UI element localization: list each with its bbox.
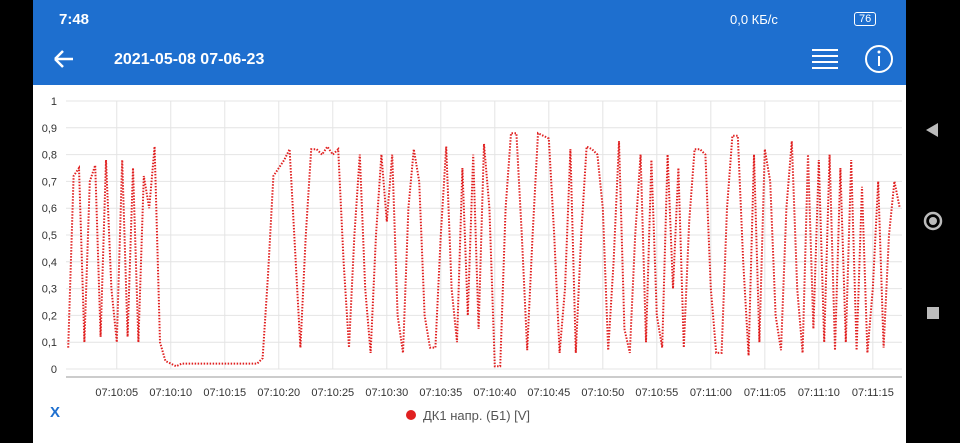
list-button[interactable] (810, 46, 840, 72)
clock: 7:48 (59, 11, 90, 28)
x-tick-label: 07:10:45 (527, 387, 570, 399)
back-button[interactable] (49, 44, 79, 74)
y-tick-label: 0,9 (42, 123, 57, 135)
x-tick-label: 07:10:35 (419, 387, 462, 399)
y-tick-label: 0,2 (42, 310, 57, 322)
x-tick-label: 07:10:55 (635, 387, 678, 399)
y-tick-label: 0,8 (42, 150, 57, 162)
nav-back[interactable] (926, 123, 938, 137)
app-bar: 2021-05-08 07-06-23 (33, 38, 906, 85)
nav-bar (923, 123, 943, 319)
x-axis-label: X (50, 404, 60, 421)
nav-home[interactable] (923, 211, 943, 231)
x-tick-label: 07:11:00 (690, 387, 732, 399)
y-tick-label: 0,7 (42, 176, 57, 188)
y-tick-label: 0,6 (42, 203, 57, 215)
y-tick-label: 1 (51, 96, 57, 108)
chart: X 0 0,1 0,2 0,3 0,4 0,5 0,6 0,7 0,8 0,9 1 07:10:05 0… (42, 96, 902, 423)
data-line (67, 131, 901, 368)
x-tick-label: 07:11:05 (744, 387, 786, 399)
nav-recent[interactable] (927, 307, 939, 319)
x-tick-label: 07:11:10 (798, 387, 840, 399)
legend-label: ДК1 напр. (Б1) [V] (423, 408, 530, 423)
x-tick-label: 07:10:05 (95, 387, 138, 399)
x-tick-label: 07:10:50 (581, 387, 624, 399)
info-button[interactable] (863, 43, 895, 75)
legend-marker (406, 410, 416, 420)
x-tick-label: 07:11:15 (852, 387, 894, 399)
app-screen: 7:48 0,0 КБ/с 76 2021-05-08 07-06-23 X 0… (33, 0, 906, 443)
y-tick-label: 0 (51, 364, 57, 376)
app-title: 2021-05-08 07-06-23 (114, 51, 265, 68)
status-bar: 7:48 0,0 КБ/с 76 (33, 0, 906, 38)
y-tick-label: 0,1 (42, 337, 57, 349)
x-tick-label: 07:10:30 (365, 387, 408, 399)
y-tick-label: 0,5 (42, 230, 57, 242)
x-tick-label: 07:10:15 (203, 387, 246, 399)
y-tick-label: 0,4 (42, 257, 57, 269)
x-tick-label: 07:10:10 (149, 387, 192, 399)
x-tick-label: 07:10:20 (257, 387, 300, 399)
x-tick-label: 07:10:25 (311, 387, 354, 399)
y-tick-label: 0,3 (42, 284, 57, 296)
net-speed: 0,0 КБ/с (730, 12, 778, 27)
x-tick-label: 07:10:40 (473, 387, 516, 399)
battery: 76 (854, 12, 877, 26)
